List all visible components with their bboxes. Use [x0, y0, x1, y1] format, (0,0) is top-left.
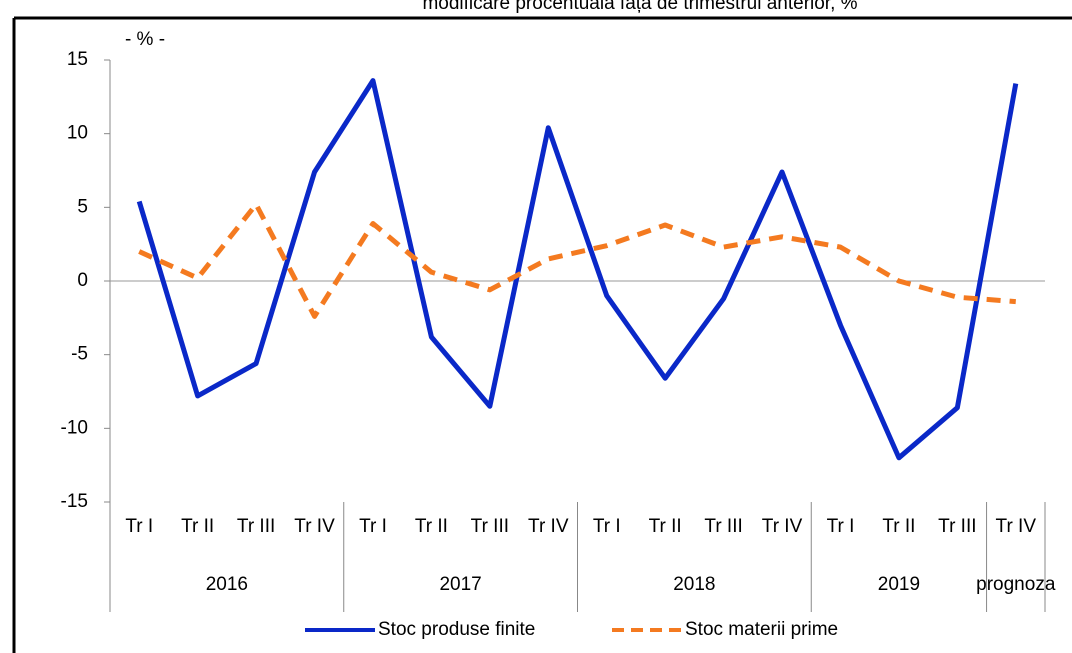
- chart-title: modificare procentuală față de trimestru…: [422, 0, 857, 14]
- x-tick-label: Tr I: [827, 516, 855, 537]
- y-tick-label: -15: [61, 491, 88, 512]
- x-tick-label: Tr I: [359, 516, 387, 537]
- series-line: [138, 201, 1016, 319]
- series-line: [136, 78, 1019, 461]
- x-group-label: 2016: [206, 574, 248, 595]
- x-tick-label: Tr II: [415, 516, 448, 537]
- x-group-label: 2019: [878, 574, 920, 595]
- x-group-label: prognoza: [976, 574, 1056, 595]
- unit-label: - % -: [125, 29, 165, 50]
- x-group-label: 2018: [673, 574, 715, 595]
- x-tick-label: Tr I: [593, 516, 621, 537]
- legend-label: Stoc materii prime: [685, 619, 838, 640]
- x-tick-label: Tr III: [237, 516, 275, 537]
- x-group-label: 2017: [439, 574, 481, 595]
- y-tick-label: 5: [77, 196, 88, 217]
- x-tick-label: Tr III: [704, 516, 742, 537]
- x-tick-label: Tr I: [125, 516, 153, 537]
- y-tick-label: 10: [67, 123, 88, 144]
- y-tick-label: 0: [77, 270, 88, 291]
- legend-label: Stoc produse finite: [378, 619, 535, 640]
- x-tick-label: Tr II: [649, 516, 682, 537]
- x-tick-label: Tr II: [181, 516, 214, 537]
- x-tick-label: Tr IV: [294, 516, 335, 537]
- x-tick-label: Tr IV: [528, 516, 569, 537]
- x-tick-label: Tr III: [938, 516, 976, 537]
- y-tick-label: -10: [61, 417, 88, 438]
- x-tick-label: Tr II: [882, 516, 915, 537]
- x-tick-label: Tr IV: [996, 516, 1037, 537]
- x-tick-label: Tr III: [471, 516, 509, 537]
- x-tick-label: Tr IV: [762, 516, 803, 537]
- y-tick-label: 15: [67, 49, 88, 70]
- y-tick-label: -5: [71, 344, 88, 365]
